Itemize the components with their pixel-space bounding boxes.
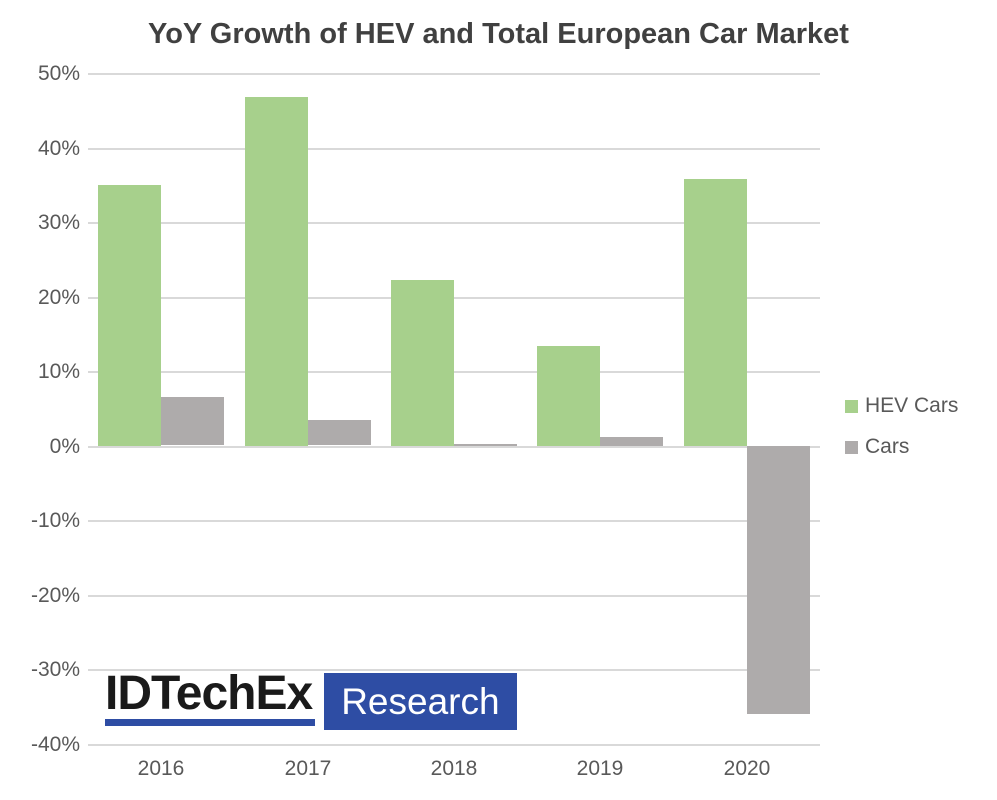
legend-label-cars: Cars xyxy=(865,435,910,458)
y-tick-label: -40% xyxy=(30,733,80,756)
legend-label-hev-cars: HEV Cars xyxy=(865,394,959,417)
gridline--30 xyxy=(88,669,820,671)
y-tick-label: 20% xyxy=(37,286,80,309)
logo-brand-text: IDTechEx xyxy=(105,667,313,720)
bar-hev-cars-2019 xyxy=(537,346,600,446)
y-tick-label: 10% xyxy=(37,360,80,383)
x-tick-label-2019: 2019 xyxy=(576,757,624,780)
y-tick-label: -30% xyxy=(30,658,80,681)
gridline--40 xyxy=(88,744,820,746)
legend: HEV Cars Cars xyxy=(845,394,958,459)
y-tick-label: 0% xyxy=(49,435,80,458)
x-tick-label-2018: 2018 xyxy=(430,757,478,780)
bar-cars-2018 xyxy=(454,444,517,446)
legend-item-hev-cars: HEV Cars xyxy=(845,394,958,418)
logo-brand-underline: IDTechEx xyxy=(105,667,316,726)
bar-cars-2016 xyxy=(161,397,224,445)
legend-swatch-hev-cars xyxy=(845,399,858,413)
x-tick-label-2020: 2020 xyxy=(723,757,771,780)
bar-hev-cars-2017 xyxy=(245,97,308,446)
bar-cars-2017 xyxy=(308,420,371,445)
legend-item-cars: Cars xyxy=(845,435,958,459)
x-tick-label-2016: 2016 xyxy=(137,757,185,780)
y-tick-label: 30% xyxy=(37,211,80,234)
gridline-50 xyxy=(88,73,820,75)
gridline-10 xyxy=(88,371,820,373)
gridline-20 xyxy=(88,297,820,299)
gridline-30 xyxy=(88,222,820,224)
bar-cars-2020 xyxy=(747,446,810,714)
y-tick-label: -10% xyxy=(30,509,80,532)
bar-hev-cars-2016 xyxy=(98,185,161,446)
logo-research-box: Research xyxy=(324,673,517,730)
gridline-40 xyxy=(88,148,820,150)
idtechex-logo: IDTechEx Research xyxy=(105,667,517,730)
bar-hev-cars-2018 xyxy=(391,280,454,446)
legend-swatch-cars xyxy=(845,440,858,454)
gridline-0 xyxy=(88,446,820,448)
chart-title: YoY Growth of HEV and Total European Car… xyxy=(148,18,849,50)
x-tick-label-2017: 2017 xyxy=(284,757,332,780)
y-tick-label: 50% xyxy=(37,62,80,85)
bar-cars-2019 xyxy=(600,437,663,446)
y-tick-label: -20% xyxy=(30,584,80,607)
bar-hev-cars-2020 xyxy=(684,179,747,446)
gridline--10 xyxy=(88,520,820,522)
gridline--20 xyxy=(88,595,820,597)
y-tick-label: 40% xyxy=(37,137,80,160)
logo-research-text: Research xyxy=(341,681,500,722)
